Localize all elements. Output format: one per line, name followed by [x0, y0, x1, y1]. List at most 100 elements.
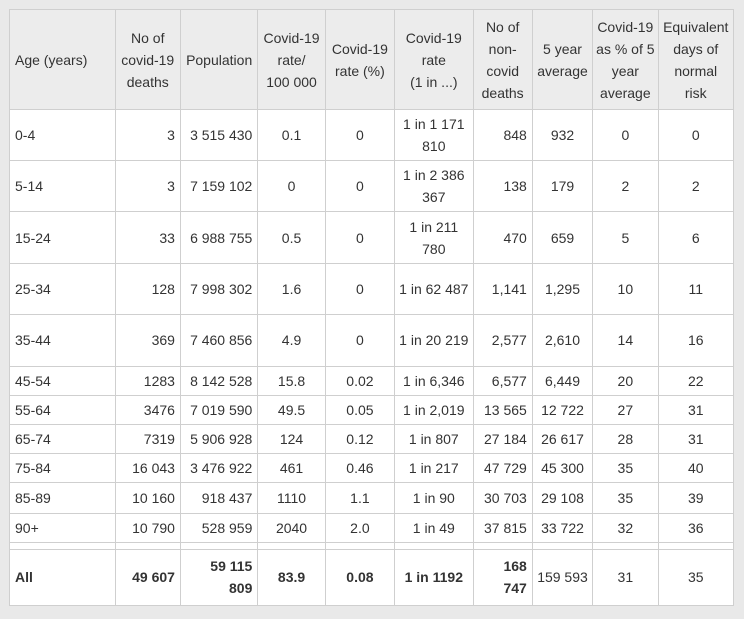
- cell-rate-per-100k: 1110: [257, 482, 326, 514]
- table-row: 35-44 369 7 460 856 4.9 0 1 in 20 219 2,577 2,6…: [9, 313, 735, 368]
- cell-covid-deaths: 10 790: [114, 512, 181, 543]
- cell-rate-one-in: 1 in 217: [394, 453, 474, 484]
- cell-rate-percent: 1.1: [324, 482, 396, 514]
- cell-population: 5 906 928: [179, 424, 259, 455]
- cell-population: 7 460 856: [179, 313, 259, 368]
- cell-covid-deaths: 3476: [114, 395, 181, 426]
- separator-cell: [592, 541, 659, 550]
- cell-rate-one-in: 1 in 2 386 367: [394, 160, 474, 213]
- cell-rate-per-100k: 461: [257, 453, 326, 484]
- cell-equivalent-days: 39: [657, 482, 735, 514]
- cell-covid-deaths: 10 160: [114, 482, 181, 514]
- header-age: Age (years): [9, 9, 116, 110]
- cell-rate-one-in: 1 in 2,019: [394, 395, 474, 426]
- cell-non-covid-deaths: 470: [472, 211, 533, 264]
- cell-population: 528 959: [179, 512, 259, 543]
- cell-covid-pct-of-average: 35: [592, 453, 659, 484]
- separator-row: [9, 541, 735, 550]
- cell-age: 35-44: [9, 313, 116, 368]
- cell-rate-percent: 0.02: [324, 366, 396, 397]
- header-5-year-average: 5 year average: [531, 9, 594, 110]
- cell-rate-percent: 0: [324, 262, 396, 315]
- cell-population: 7 019 590: [179, 395, 259, 426]
- cell-population: 3 515 430: [179, 108, 259, 162]
- cell-covid-pct-of-average: 27: [592, 395, 659, 426]
- cell-5-year-average: 6,449: [531, 366, 594, 397]
- cell-rate-one-in: 1 in 807: [394, 424, 474, 455]
- cell-non-covid-deaths: 138: [472, 160, 533, 213]
- cell-rate-per-100k: 49.5: [257, 395, 326, 426]
- cell-covid-deaths: 16 043: [114, 453, 181, 484]
- cell-rate-per-100k: 0: [257, 160, 326, 213]
- cell-covid-deaths: 3: [114, 160, 181, 213]
- header-non-covid-deaths: No of non- covid deaths: [472, 9, 533, 110]
- cell-covid-deaths: 7319: [114, 424, 181, 455]
- cell-covid-pct-of-average: 28: [592, 424, 659, 455]
- cell-covid-pct-of-average: 14: [592, 313, 659, 368]
- cell-rate-percent: 0: [324, 108, 396, 162]
- cell-rate-one-in: 1 in 211 780: [394, 211, 474, 264]
- cell-covid-pct-of-average: 31: [592, 548, 659, 607]
- cell-rate-percent: 0.46: [324, 453, 396, 484]
- cell-population: 918 437: [179, 482, 259, 514]
- cell-rate-per-100k: 83.9: [257, 548, 326, 607]
- table-row: 75-84 16 043 3 476 922 461 0.46 1 in 217 47 72…: [9, 453, 735, 484]
- cell-age: 15-24: [9, 211, 116, 264]
- cell-rate-per-100k: 4.9: [257, 313, 326, 368]
- cell-non-covid-deaths: 47 729: [472, 453, 533, 484]
- cell-age: 5-14: [9, 160, 116, 213]
- table-row: 45-54 1283 8 142 528 15.8 0.02 1 in 6,346 6,57…: [9, 366, 735, 397]
- cell-5-year-average: 659: [531, 211, 594, 264]
- cell-equivalent-days: 35: [657, 548, 735, 607]
- cell-non-covid-deaths: 1,141: [472, 262, 533, 315]
- cell-5-year-average: 1,295: [531, 262, 594, 315]
- separator-cell: [394, 541, 474, 550]
- cell-age: 55-64: [9, 395, 116, 426]
- cell-age: 25-34: [9, 262, 116, 315]
- table-row: 25-34 128 7 998 302 1.6 0 1 in 62 487 1,141 1,2…: [9, 262, 735, 315]
- cell-covid-pct-of-average: 10: [592, 262, 659, 315]
- cell-age: 0-4: [9, 108, 116, 162]
- header-covid-pct-of-average: Covid-19 as % of 5 year average: [592, 9, 659, 110]
- cell-rate-percent: 0: [324, 211, 396, 264]
- cell-population: 3 476 922: [179, 453, 259, 484]
- cell-rate-percent: 0: [324, 313, 396, 368]
- cell-age: 75-84: [9, 453, 116, 484]
- cell-rate-per-100k: 2040: [257, 512, 326, 543]
- cell-covid-deaths: 1283: [114, 366, 181, 397]
- table-row: 5-14 3 7 159 102 0 0 1 in 2 386 367 138 179 2 2: [9, 160, 735, 213]
- separator-cell: [257, 541, 326, 550]
- cell-equivalent-days: 0: [657, 108, 735, 162]
- cell-non-covid-deaths: 848: [472, 108, 533, 162]
- separator-cell: [472, 541, 533, 550]
- cell-covid-deaths: 49 607: [114, 548, 181, 607]
- cell-rate-per-100k: 15.8: [257, 366, 326, 397]
- cell-rate-one-in: 1 in 6,346: [394, 366, 474, 397]
- cell-equivalent-days: 22: [657, 366, 735, 397]
- cell-5-year-average: 45 300: [531, 453, 594, 484]
- cell-age: 85-89: [9, 482, 116, 514]
- cell-rate-per-100k: 0.1: [257, 108, 326, 162]
- cell-equivalent-days: 11: [657, 262, 735, 315]
- cell-covid-pct-of-average: 32: [592, 512, 659, 543]
- cell-covid-deaths: 3: [114, 108, 181, 162]
- cell-equivalent-days: 36: [657, 512, 735, 543]
- table-row: 90+ 10 790 528 959 2040 2.0 1 in 49 37 815 33 7…: [9, 512, 735, 543]
- cell-non-covid-deaths: 168 747: [472, 548, 533, 607]
- table-row: 15-24 33 6 988 755 0.5 0 1 in 211 780 470 659 5 6: [9, 211, 735, 264]
- cell-5-year-average: 179: [531, 160, 594, 213]
- total-row: All 49 607 59 115 809 83.9 0.08 1 in 1192 168 …: [9, 548, 735, 607]
- cell-non-covid-deaths: 30 703: [472, 482, 533, 514]
- cell-rate-one-in: 1 in 62 487: [394, 262, 474, 315]
- header-rate-per-100k: Covid-19 rate/ 100 000: [257, 9, 326, 110]
- separator-cell: [179, 541, 259, 550]
- covid-risk-table: Age (years) No of covid-19 deaths Popula…: [9, 9, 735, 607]
- header-covid-deaths: No of covid-19 deaths: [114, 9, 181, 110]
- table-row: 85-89 10 160 918 437 1110 1.1 1 in 90 30 703 29…: [9, 482, 735, 514]
- cell-population: 8 142 528: [179, 366, 259, 397]
- cell-rate-one-in: 1 in 49: [394, 512, 474, 543]
- cell-equivalent-days: 40: [657, 453, 735, 484]
- cell-5-year-average: 932: [531, 108, 594, 162]
- separator-cell: [9, 541, 116, 550]
- cell-age: 65-74: [9, 424, 116, 455]
